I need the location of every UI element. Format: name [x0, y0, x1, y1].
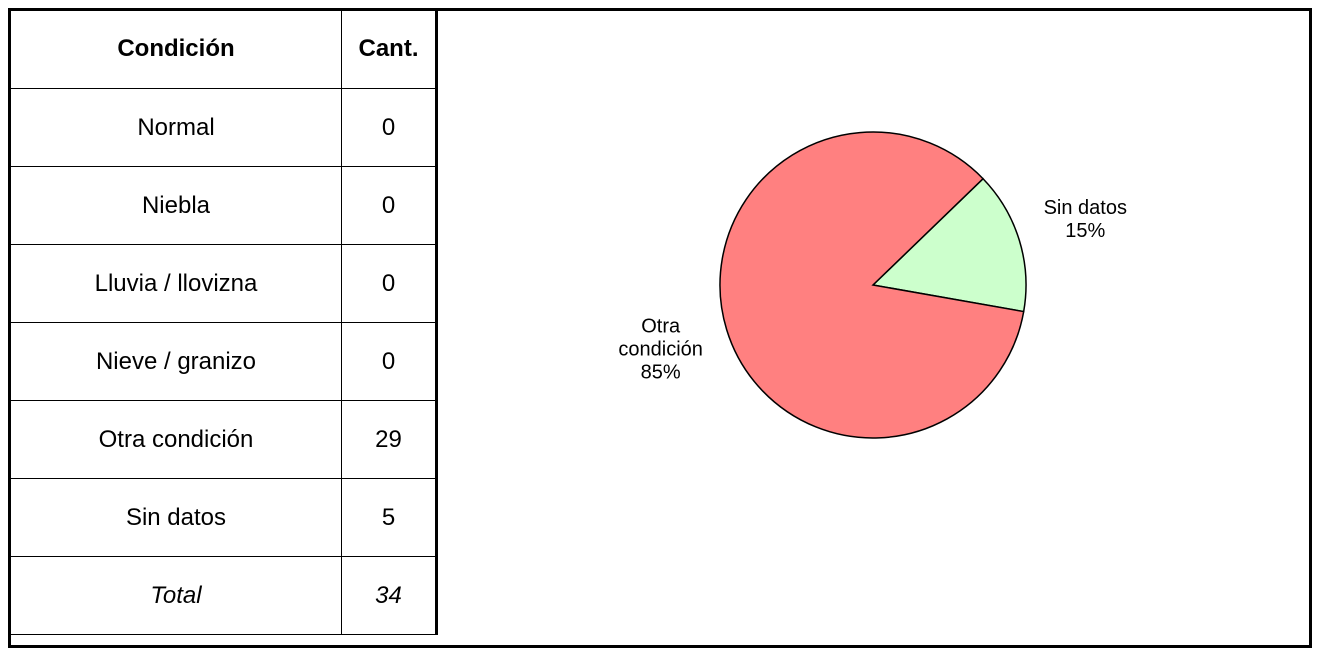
pie-chart [719, 131, 1027, 439]
count-cell: 34 [341, 556, 438, 635]
table-row: Sin datos 5 [8, 478, 438, 557]
table-row: Total 34 [8, 556, 438, 635]
table-row: Normal 0 [8, 88, 438, 167]
condition-cell: Lluvia / llovizna [8, 244, 342, 323]
slice-label: Sin datos 15% [1030, 197, 1140, 243]
slice-value: 85% [640, 361, 681, 384]
slice-category: Sin datos [1043, 197, 1127, 220]
header-row: Condición Cant. [8, 8, 438, 89]
page: Condición Cant. Normal 0 Niebla 0 Lluvia / l… [8, 8, 1312, 648]
table-row: Nieve / granizo 0 [8, 322, 438, 401]
condition-cell: Normal [8, 88, 342, 167]
pie-slice [719, 131, 1025, 439]
count-cell: 29 [341, 400, 438, 479]
count-cell: 0 [341, 166, 438, 245]
count-cell: 0 [341, 88, 438, 167]
count-cell: 5 [341, 478, 438, 557]
condition-cell: Sin datos [8, 478, 342, 557]
condition-cell: Nieve / granizo [8, 322, 342, 401]
header-cell: Cant. [341, 8, 438, 89]
table-row: Niebla 0 [8, 166, 438, 245]
pie-slice [871, 177, 1027, 313]
slice-value: 15% [1065, 220, 1106, 243]
table-row: Lluvia / llovizna 0 [8, 244, 438, 323]
count-cell: 0 [341, 244, 438, 323]
condition-table: Condición Cant. Normal 0 Niebla 0 Lluvia / l… [8, 8, 438, 635]
slice-label: Otra condición 85% [606, 315, 716, 384]
slice-category: Otra condición [618, 315, 703, 361]
